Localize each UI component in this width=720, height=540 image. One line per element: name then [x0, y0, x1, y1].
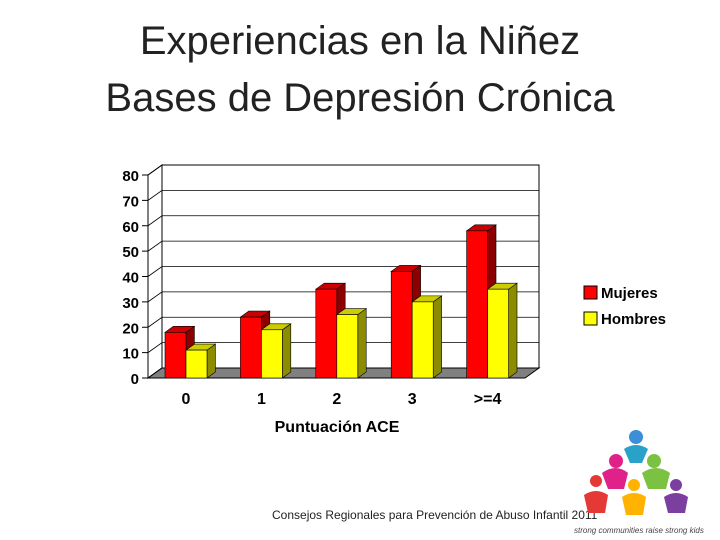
bar-front — [487, 288, 509, 379]
y-tick-label: 10 — [122, 346, 139, 363]
x-tick-label: 2 — [332, 391, 341, 408]
gridline — [147, 189, 539, 201]
gridline — [147, 215, 539, 227]
bar-hombres-2 — [335, 307, 368, 379]
legend-label-mujeres: Mujeres — [601, 285, 658, 302]
bar-front — [466, 230, 488, 379]
y-tick-label: 20 — [122, 320, 139, 337]
gridline — [147, 164, 539, 176]
bar-front — [185, 349, 208, 379]
bar-front — [261, 329, 283, 379]
bar-front — [411, 301, 434, 379]
bar-front — [315, 288, 338, 379]
y-tick-label: 70 — [122, 193, 139, 210]
legend-label-hombres: Hombres — [601, 311, 666, 328]
y-tick-label: 80 — [122, 168, 139, 185]
bar-hombres-0 — [185, 343, 217, 379]
bar-front — [240, 316, 262, 379]
x-axis-title: Puntuación ACE — [275, 419, 400, 436]
footer-credit: Consejos Regionales para Prevención de A… — [272, 508, 598, 522]
bar-hombres-1 — [260, 323, 292, 379]
bar-hombres-3 — [411, 295, 443, 379]
slide-title-line2: Bases de Depresión Crónica — [105, 76, 615, 120]
legend-swatch-mujeres — [583, 285, 598, 300]
bar-front — [390, 271, 413, 379]
legend-swatch-hombres — [583, 311, 598, 326]
y-tick-label: 30 — [122, 295, 139, 312]
x-tick-label: 0 — [182, 391, 191, 408]
slide-title-line1: Experiencias en la Niñez — [139, 19, 581, 63]
bar-side — [357, 307, 367, 379]
logo-tagline: strong communities raise strong kids — [574, 526, 704, 535]
y-tick-label: 0 — [131, 371, 139, 388]
bar-side — [282, 323, 292, 379]
bar-hombres-4 — [486, 282, 518, 379]
bar-front — [164, 332, 187, 379]
x-tick-label: >=4 — [474, 391, 502, 408]
bar-side — [432, 295, 442, 379]
y-tick-label: 60 — [122, 219, 139, 236]
strong-communities-logo — [584, 430, 688, 515]
y-tick-label: 40 — [122, 270, 139, 287]
x-tick-label: 3 — [408, 391, 417, 408]
bar-side — [508, 282, 518, 379]
bar-front — [336, 314, 359, 379]
x-tick-label: 1 — [257, 391, 266, 408]
gridline — [147, 240, 539, 252]
y-tick-label: 50 — [122, 244, 139, 261]
